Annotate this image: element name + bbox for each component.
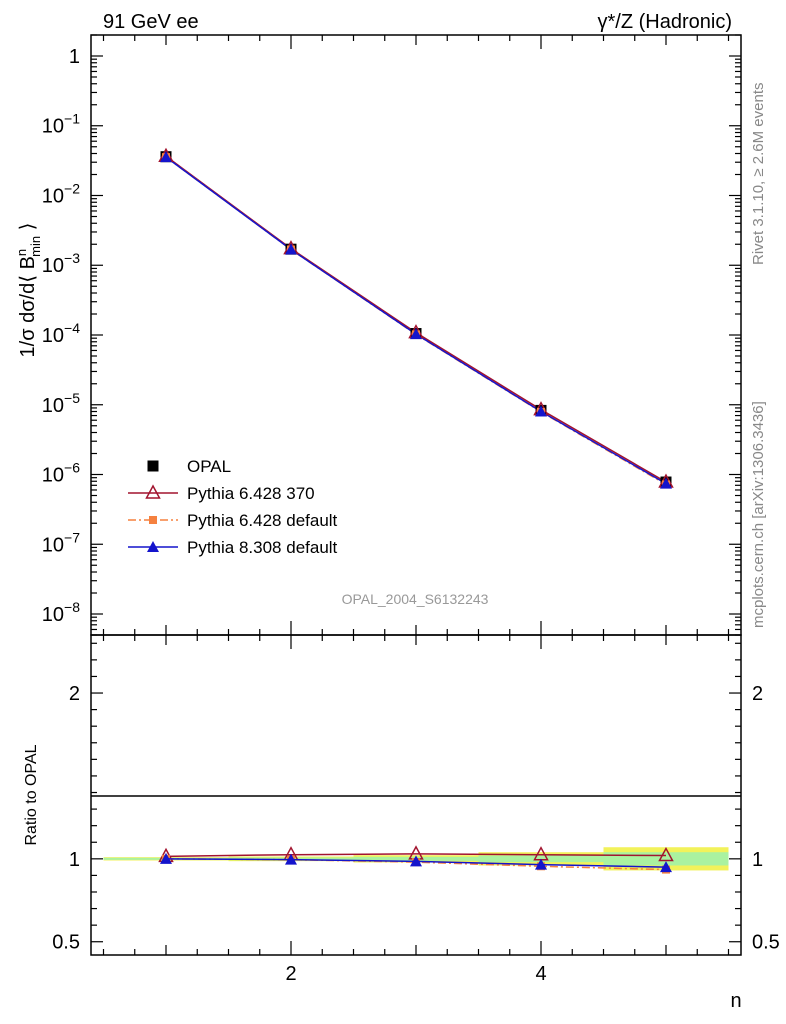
main-ytick-label: 10−4 <box>42 320 80 347</box>
ratio-ytick-label-right: 1 <box>752 849 763 871</box>
mcplots-label: mcplots.cern.ch [arXiv:1306.3436] <box>750 401 767 628</box>
legend-entry: Pythia 8.308 default <box>128 538 338 557</box>
legend-marker <box>147 460 159 472</box>
legend-label: Pythia 6.428 370 <box>187 484 315 503</box>
x-axis-label: n <box>730 990 741 1012</box>
main-point <box>535 405 547 417</box>
main-series-line <box>165 155 667 483</box>
ratio-ytick-label-left: 0.5 <box>52 932 80 954</box>
main-point <box>660 477 672 489</box>
ratio-point <box>410 855 422 867</box>
watermark: OPAL_2004_S6132243 <box>342 591 489 607</box>
ratio-panel: 0.5 0.5 1 1 2 2 2 4 Ratio to OPAL n <box>23 634 780 1012</box>
ratio-point <box>160 852 172 864</box>
main-panel: 1 10−1 10−2 10−3 10−4 10−5 10−6 10−7 10−8 1/σ dσ… <box>14 34 742 636</box>
legend-label: Pythia 6.428 default <box>187 511 338 530</box>
header-right: γ*/Z (Hadronic) <box>598 11 732 33</box>
main-ytick-label: 10−8 <box>42 599 80 626</box>
main-series-2 <box>165 156 667 486</box>
legend-marker <box>145 484 161 499</box>
main-point <box>160 151 172 163</box>
ratio-axis-ticks: 0.5 0.5 1 1 2 2 2 4 <box>52 635 780 985</box>
ratio-point <box>660 861 672 873</box>
main-series-3 <box>165 156 667 485</box>
ratio-point <box>285 853 297 865</box>
main-ylabel-sup: n <box>14 249 29 256</box>
main-point <box>285 243 297 255</box>
ratio-ytick-label-left: 2 <box>69 683 80 705</box>
legend-entry: OPAL <box>147 457 231 476</box>
main-ylabel-sub: min <box>28 236 43 257</box>
rivet-label: Rivet 3.1.10, ≥ 2.6M events <box>750 83 767 266</box>
ratio-xtick-label: 4 <box>535 963 546 985</box>
legend: OPAL Pythia 6.428 370 Pythia 6.428 default… <box>128 457 338 557</box>
legend-entry: Pythia 6.428 default <box>128 511 338 530</box>
ratio-ytick-label-left: 1 <box>69 849 80 871</box>
main-ytick-label: 10−7 <box>42 529 80 556</box>
main-axis-ticks: 1 10−1 10−2 10−3 10−4 10−5 10−6 10−7 10−8 <box>42 34 741 636</box>
legend-label: OPAL <box>187 457 231 476</box>
main-ytick-label: 10−5 <box>42 390 80 417</box>
ratio-series-line <box>165 853 667 858</box>
ratio-frame <box>90 634 742 956</box>
main-point <box>410 328 422 340</box>
main-series-1 <box>165 155 667 483</box>
header-left: 91 GeV ee <box>103 11 199 33</box>
main-ytick-label: 10−3 <box>42 250 80 277</box>
ratio-point <box>535 858 547 870</box>
main-series-line <box>165 156 667 486</box>
legend-entry: Pythia 6.428 370 <box>128 484 315 503</box>
main-ytick-label: 1 <box>69 46 80 68</box>
main-series-line <box>165 156 667 485</box>
ratio-series-2 <box>160 852 672 873</box>
legend-marker <box>147 541 159 552</box>
ratio-xtick-label: 2 <box>285 963 296 985</box>
ratio-point <box>658 846 674 862</box>
ratio-ylabel: Ratio to OPAL <box>23 744 40 845</box>
main-ylabel-text: 1/σ dσ/d⟨ B <box>17 256 39 357</box>
main-series-group <box>158 147 674 489</box>
ratio-ytick-label-right: 0.5 <box>752 932 780 954</box>
ratio-ytick-label-right: 2 <box>752 683 763 705</box>
main-ytick-label: 10−2 <box>42 180 80 207</box>
main-ytick-label: 10−6 <box>42 460 80 487</box>
legend-marker <box>149 516 157 524</box>
legend-label: Pythia 8.308 default <box>187 538 338 557</box>
main-ylabel-close: ⟩ <box>17 223 39 236</box>
main-ylabel: 1/σ dσ/d⟨ Bnmin ⟩ <box>14 223 43 358</box>
ratio-series-group <box>158 845 674 874</box>
main-ytick-label: 10−1 <box>42 111 80 138</box>
